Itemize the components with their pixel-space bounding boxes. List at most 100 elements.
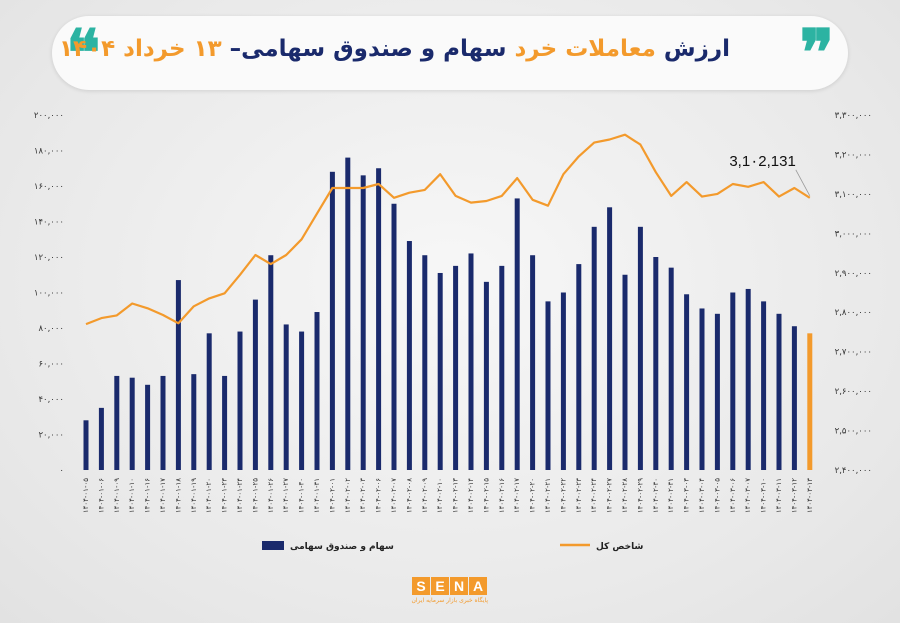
x-tick-label: ۱۴۰۴-۰۳-۰۵: [713, 478, 721, 513]
x-tick-label: ۱۴۰۴-۰۱-۱۹: [190, 478, 198, 513]
bar: [653, 257, 659, 470]
x-tick-label: ۱۴۰۴-۰۳-۱۳: [806, 478, 814, 513]
bar: [191, 374, 197, 470]
bar: [591, 226, 597, 470]
bar: [376, 168, 382, 470]
legend-label: سهام و صندوق سهامی: [290, 542, 394, 552]
y-right-tick-label: ۳,۱۰۰,۰۰۰: [835, 190, 872, 200]
bar: [299, 331, 305, 470]
y-right-tick-label: ۲,۸۰۰,۰۰۰: [835, 308, 872, 318]
bar: [114, 375, 120, 470]
bar: [483, 281, 489, 470]
logo-letter: E: [431, 577, 449, 595]
bar: [699, 308, 705, 470]
bar: [530, 255, 536, 470]
y-left-tick-label: ۴۰,۰۰۰: [38, 395, 64, 405]
x-tick-label: ۱۴۰۴-۰۲-۱۷: [513, 478, 521, 513]
sena-logo: S E N A پایگاه خبری بازار سرمایه ایران: [411, 577, 488, 604]
x-tick-label: ۱۴۰۴-۰۱-۳۱: [313, 478, 321, 513]
logo-letter: A: [469, 577, 487, 595]
x-tick-label: ۱۴۰۴-۰۳-۰۳: [683, 478, 691, 513]
x-tick-label: ۱۴۰۴-۰۲-۰۹: [421, 478, 429, 513]
bar: [745, 288, 751, 470]
y-right-tick-label: ۲,۴۰۰,۰۰۰: [835, 466, 872, 476]
bar: [514, 198, 520, 471]
x-tick-label: ۱۴۰۴-۰۲-۲۳: [575, 478, 583, 513]
bar: [776, 313, 782, 470]
bar: [714, 313, 720, 470]
bar: [684, 294, 690, 470]
x-tick-label: ۱۴۰۴-۰۲-۲۹: [636, 478, 644, 513]
bar: [98, 407, 104, 470]
bar: [761, 301, 767, 470]
chart-title: ارزش معاملات خرد سهام و صندوق سهامی– ۱۳ …: [59, 36, 730, 62]
y-right-tick-label: ۳,۲۰۰,۰۰۰: [835, 150, 872, 160]
title-part-2: معاملات خرد: [514, 36, 656, 62]
x-tick-label: ۱۴۰۴-۰۱-۱۰: [128, 478, 136, 513]
x-tick-label: ۱۴۰۴-۰۳-۱۱: [775, 478, 783, 513]
bar: [560, 292, 566, 470]
bar: [422, 255, 428, 470]
bar: [160, 375, 166, 470]
y-left-tick-label: ۸۰,۰۰۰: [38, 324, 64, 334]
x-tick-label: ۱۴۰۴-۰۲-۰۳: [359, 478, 367, 513]
bar: [499, 265, 505, 470]
x-tick-label: ۱۴۰۴-۰۲-۱۵: [482, 478, 490, 513]
x-tick-label: ۱۴۰۴-۰۲-۲۷: [606, 478, 614, 513]
x-tick-label: ۱۴۰۴-۰۲-۱۶: [498, 478, 506, 513]
x-tick-label: ۱۴۰۴-۰۳-۱۰: [760, 478, 768, 513]
bar: [83, 420, 89, 470]
bar: [345, 157, 351, 470]
bar: [468, 253, 474, 470]
x-tick-label: ۱۴۰۴-۰۲-۲۰: [529, 478, 537, 513]
bar: [637, 226, 643, 470]
y-right-tick-label: ۳,۳۰۰,۰۰۰: [835, 111, 872, 121]
x-tick-label: ۱۴۰۴-۰۱-۰۶: [97, 478, 105, 513]
y-left-tick-label: ۲۰,۰۰۰: [38, 431, 64, 441]
bar: [175, 280, 181, 470]
bar: [329, 171, 335, 471]
bar: [576, 264, 582, 470]
x-tick-label: ۱۴۰۴-۰۲-۲۸: [621, 478, 629, 513]
quote-left-icon: ❝: [66, 16, 101, 91]
x-tick-label: ۱۴۰۴-۰۱-۱۷: [159, 478, 167, 513]
x-tick-label: ۱۴۰۴-۰۲-۲۴: [590, 478, 598, 513]
bar: [453, 265, 459, 470]
bar: [237, 331, 243, 470]
logo-letter: N: [450, 577, 468, 595]
x-tick-label: ۱۴۰۴-۰۲-۱۴: [467, 478, 475, 513]
bar: [360, 175, 366, 470]
bar: [791, 326, 797, 470]
bar: [252, 299, 258, 470]
y-left-tick-label: ۶۰,۰۰۰: [38, 360, 64, 370]
index-line: [85, 133, 811, 326]
x-tick-label: ۱۴۰۴-۰۱-۲۷: [282, 478, 290, 513]
x-tick-label: ۱۴۰۴-۰۳-۰۶: [729, 478, 737, 513]
title-part-4: ۱۳ خرداد ۱۴۰۴: [59, 36, 222, 62]
x-tick-label: ۱۴۰۴-۰۲-۲۲: [559, 478, 567, 513]
x-tick-label: ۱۴۰۴-۰۲-۰۸: [405, 478, 413, 513]
x-tick-label: ۱۴۰۴-۰۲-۳۱: [667, 478, 675, 513]
x-tick-label: ۱۴۰۴-۰۲-۱۳: [452, 478, 460, 513]
y-right-tick-label: ۳,۰۰۰,۰۰۰: [835, 229, 872, 239]
x-tick-label: ۱۴۰۴-۰۲-۰۲: [344, 478, 352, 513]
bar: [622, 274, 628, 470]
y-right-tick-label: ۲,۹۰۰,۰۰۰: [835, 269, 872, 279]
annotation-label: 3,1۰2,131: [729, 153, 795, 170]
bar: [730, 292, 736, 470]
y-left-tick-label: ۱۸۰,۰۰۰: [34, 147, 64, 157]
bar: [206, 333, 212, 470]
bar: [268, 255, 274, 470]
bar: [283, 324, 289, 470]
bar: [668, 267, 674, 470]
y-left-tick-label: ۱۰۰,۰۰۰: [34, 289, 64, 299]
title-part-3: سهام و صندوق سهامی–: [229, 36, 507, 62]
x-tick-label: ۱۴۰۴-۰۲-۲۱: [544, 478, 552, 513]
bar: [406, 241, 412, 470]
bar: [607, 207, 613, 471]
quote-right-icon: ❞: [799, 16, 834, 91]
x-tick-label: ۱۴۰۴-۰۱-۲۴: [236, 478, 244, 513]
x-tick-label: ۱۴۰۴-۰۱-۰۹: [113, 478, 121, 513]
